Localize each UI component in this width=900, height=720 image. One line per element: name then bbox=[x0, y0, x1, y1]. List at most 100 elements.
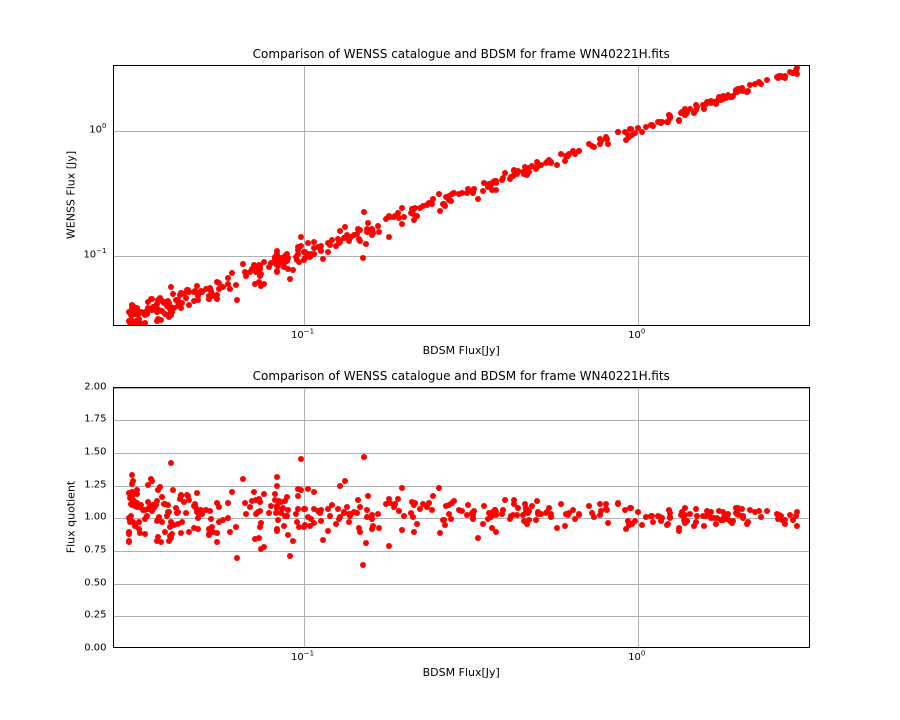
data-point bbox=[411, 529, 417, 535]
data-point bbox=[736, 512, 742, 518]
data-point bbox=[214, 296, 220, 302]
data-point bbox=[253, 497, 259, 503]
data-point bbox=[295, 506, 301, 512]
data-point bbox=[782, 73, 788, 79]
data-point bbox=[629, 521, 635, 527]
data-point bbox=[401, 214, 407, 220]
data-point bbox=[233, 524, 239, 530]
data-point bbox=[414, 521, 420, 527]
data-point bbox=[369, 526, 375, 532]
data-point bbox=[298, 487, 304, 493]
data-point bbox=[465, 502, 471, 508]
data-point bbox=[417, 506, 423, 512]
data-point bbox=[325, 249, 331, 255]
data-point bbox=[282, 513, 288, 519]
data-point bbox=[526, 517, 532, 523]
data-point bbox=[650, 519, 656, 525]
data-point bbox=[417, 205, 423, 211]
data-point bbox=[500, 507, 506, 513]
data-point bbox=[605, 520, 611, 526]
data-point bbox=[168, 284, 174, 290]
data-point bbox=[475, 535, 481, 541]
plot-area bbox=[113, 387, 811, 648]
data-point bbox=[145, 308, 151, 314]
data-point bbox=[470, 516, 476, 522]
data-point bbox=[333, 521, 339, 527]
data-point bbox=[320, 537, 326, 543]
data-point bbox=[169, 531, 175, 537]
data-point bbox=[279, 506, 285, 512]
data-point bbox=[511, 501, 517, 507]
data-point bbox=[387, 214, 393, 220]
data-point bbox=[744, 89, 750, 95]
data-point bbox=[301, 506, 307, 512]
data-point bbox=[562, 523, 568, 529]
data-point bbox=[206, 531, 212, 537]
data-point bbox=[682, 505, 688, 511]
data-point bbox=[747, 507, 753, 513]
y-tick-label: 1.75 bbox=[84, 414, 106, 425]
data-point bbox=[287, 553, 293, 559]
data-point bbox=[548, 511, 554, 517]
data-point bbox=[639, 522, 645, 528]
y-tick-label: 1.25 bbox=[84, 479, 106, 490]
data-point bbox=[173, 297, 179, 303]
x-tick-label: 10−1 bbox=[291, 330, 314, 341]
data-point bbox=[169, 309, 175, 315]
data-point bbox=[665, 521, 671, 527]
data-point bbox=[704, 99, 710, 105]
data-point bbox=[356, 236, 362, 242]
data-point bbox=[127, 320, 133, 326]
data-point bbox=[184, 287, 190, 293]
data-point bbox=[657, 514, 663, 520]
data-point bbox=[293, 511, 299, 517]
data-point bbox=[311, 520, 317, 526]
data-point bbox=[216, 504, 222, 510]
data-point bbox=[576, 148, 582, 154]
data-point bbox=[736, 88, 742, 94]
data-point bbox=[327, 242, 333, 248]
data-point bbox=[628, 505, 634, 511]
data-point bbox=[275, 517, 281, 523]
data-point bbox=[346, 519, 352, 525]
data-point bbox=[481, 503, 487, 509]
data-point bbox=[534, 498, 540, 504]
data-point bbox=[329, 502, 335, 508]
data-point bbox=[361, 454, 367, 460]
data-point bbox=[758, 514, 764, 520]
data-point bbox=[480, 188, 486, 194]
data-point bbox=[158, 317, 164, 323]
data-point bbox=[240, 261, 246, 267]
data-point bbox=[325, 528, 331, 534]
data-point bbox=[191, 289, 197, 295]
data-point bbox=[376, 525, 382, 531]
data-point bbox=[615, 129, 621, 135]
data-point bbox=[535, 509, 541, 515]
data-point bbox=[533, 517, 539, 523]
data-point bbox=[729, 520, 735, 526]
data-point bbox=[665, 119, 671, 125]
data-point bbox=[693, 519, 699, 525]
data-point bbox=[177, 496, 183, 502]
data-point bbox=[186, 497, 192, 503]
data-point bbox=[615, 501, 621, 507]
data-point bbox=[266, 264, 272, 270]
data-point bbox=[287, 276, 293, 282]
data-point bbox=[311, 251, 317, 257]
data-point bbox=[341, 510, 347, 516]
data-point bbox=[437, 530, 443, 536]
data-point bbox=[436, 191, 442, 197]
data-point bbox=[365, 220, 371, 226]
data-point bbox=[274, 474, 280, 480]
data-point bbox=[363, 540, 369, 546]
data-point bbox=[318, 518, 324, 524]
data-point bbox=[756, 508, 762, 514]
data-point bbox=[558, 151, 564, 157]
data-point bbox=[510, 173, 516, 179]
data-point bbox=[667, 514, 673, 520]
data-point bbox=[493, 178, 499, 184]
data-point bbox=[522, 501, 528, 507]
data-point bbox=[629, 132, 635, 138]
data-point bbox=[296, 524, 302, 530]
data-point bbox=[301, 249, 307, 255]
